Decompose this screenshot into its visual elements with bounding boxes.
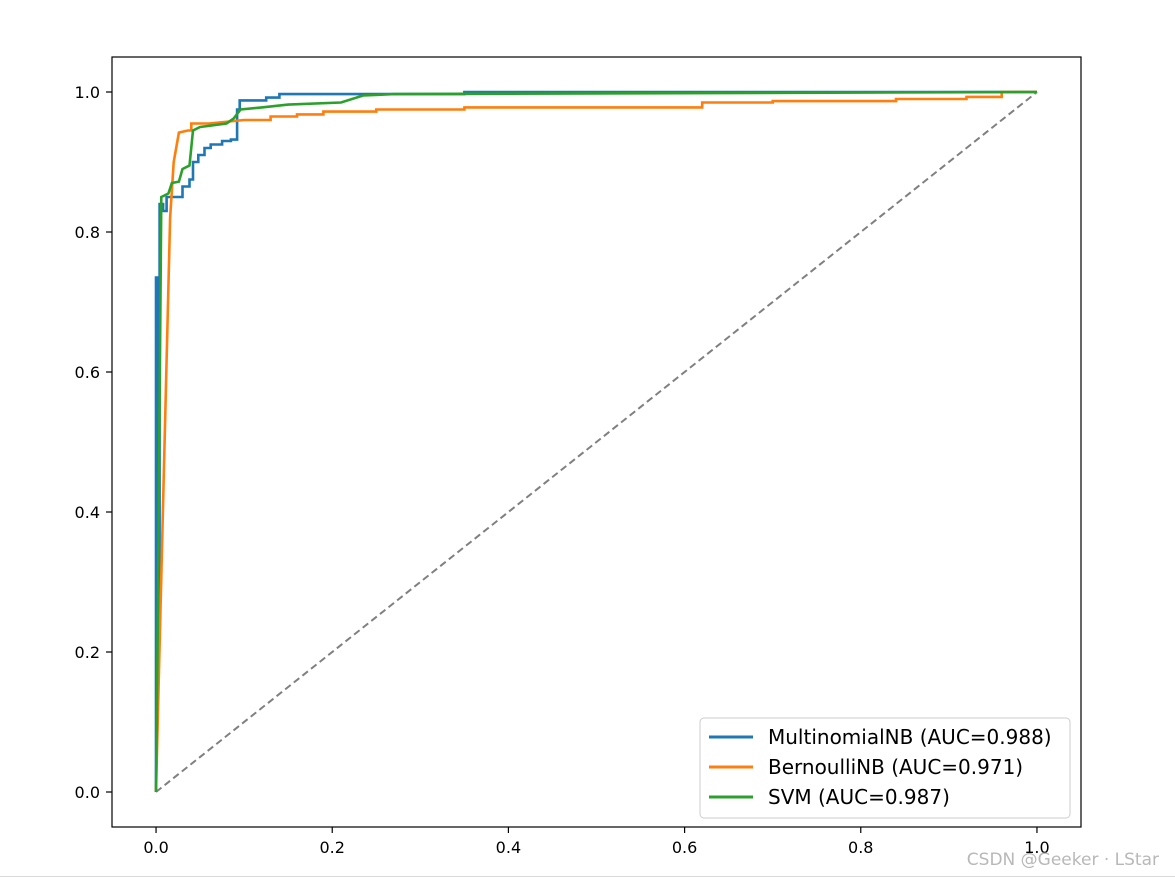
series-line-0 — [154, 90, 1037, 792]
y-tick-label: 0.6 — [75, 363, 100, 382]
legend: MultinomialNB (AUC=0.988) BernoulliNB (AU… — [699, 717, 1071, 819]
legend-box — [699, 717, 1071, 819]
bottom-divider — [0, 876, 1175, 877]
legend-label-1: BernoulliNB (AUC=0.971) — [768, 755, 1023, 779]
x-tick-label: 0.4 — [496, 838, 521, 857]
y-tick-label: 0.8 — [75, 223, 100, 242]
legend-label-2: SVM (AUC=0.987) — [768, 785, 950, 809]
series-line-1 — [154, 90, 1037, 793]
y-tick-label: 0.0 — [75, 783, 100, 802]
watermark-text: CSDN @Geeker · LStar — [966, 850, 1159, 870]
y-tick-label: 0.4 — [75, 503, 100, 522]
x-axis: 0.0 0.2 0.4 0.6 0.8 1.0 — [143, 827, 1050, 857]
plot-frame — [111, 56, 1082, 828]
series-line-2 — [154, 90, 1038, 793]
y-tick-label: 0.2 — [75, 643, 100, 662]
x-tick-label: 0.8 — [848, 838, 873, 857]
series-layer — [154, 90, 1038, 793]
x-tick-label: 1.0 — [1024, 838, 1049, 857]
y-tick-label: 1.0 — [75, 83, 100, 102]
x-tick-label: 0.0 — [143, 838, 168, 857]
reference-line-layer — [155, 91, 1038, 793]
reference-diagonal-line — [155, 91, 1038, 793]
y-axis: 0.0 0.2 0.4 0.6 0.8 1.0 — [75, 83, 112, 802]
x-tick-label: 0.6 — [672, 838, 697, 857]
legend-label-0: MultinomialNB (AUC=0.988) — [768, 725, 1052, 749]
x-tick-label: 0.2 — [320, 838, 345, 857]
